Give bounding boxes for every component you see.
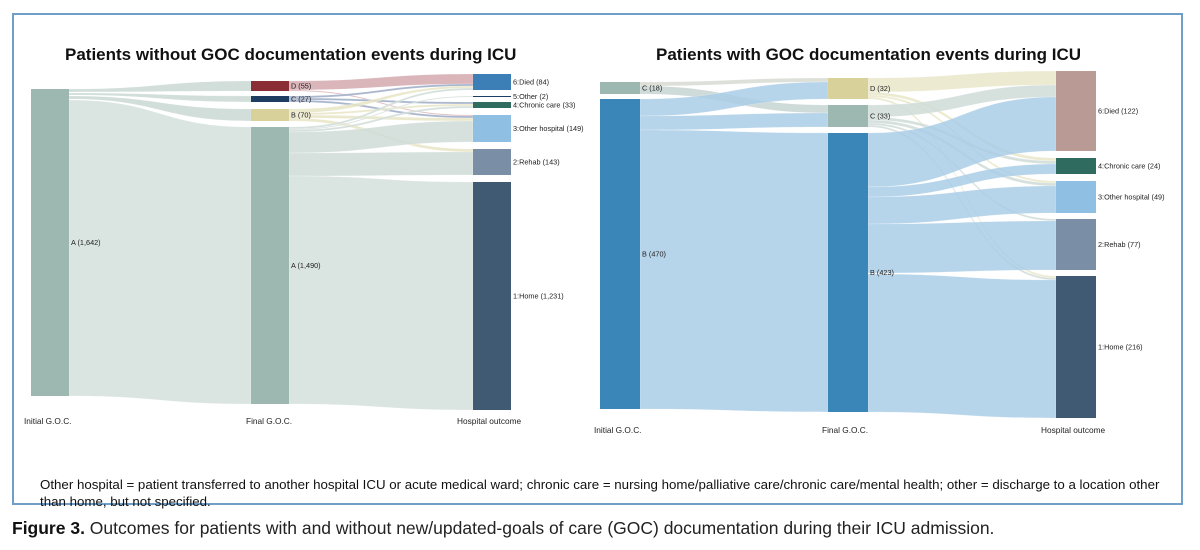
left-node-B1-label: B (70) <box>291 111 311 120</box>
right-stage-label-0: Initial G.O.C. <box>594 425 642 435</box>
right-node-O4-label: 4:Chronic care (24) <box>1098 162 1160 171</box>
right-node-O3 <box>1056 181 1096 213</box>
right-node-O2-label: 2:Rehab (77) <box>1098 240 1141 249</box>
right-links <box>639 70 1057 419</box>
right-stage-label-1: Final G.O.C. <box>822 425 868 435</box>
left-node-C1-label: C (27) <box>291 95 311 104</box>
left-nodes: A (1,642) D (55) C (27) B (70) A (1,490) 6:Di… <box>31 74 584 410</box>
caption-label: Figure 3. <box>12 518 85 538</box>
right-link-B1-O1 <box>867 273 1057 419</box>
right-link-B0-B1 <box>639 129 829 413</box>
right-stage-label-2: Hospital outcome <box>1041 425 1105 435</box>
left-node-D1-label: D (55) <box>291 82 311 91</box>
left-panel-title: Patients without GOC documentation event… <box>65 45 517 64</box>
left-node-O1-label: 1:Home (1,231) <box>513 292 564 301</box>
left-node-O5-label: 5:Other (2) <box>513 92 548 101</box>
right-node-O6-label: 6:Died (122) <box>1098 107 1138 116</box>
left-node-O6 <box>473 74 511 90</box>
left-node-O3-label: 3:Other hospital (149) <box>513 124 584 133</box>
right-panel-title: Patients with GOC documentation events d… <box>656 45 1082 64</box>
right-node-O1-label: 1:Home (216) <box>1098 343 1143 352</box>
left-node-B1 <box>251 109 289 121</box>
right-node-O3-label: 3:Other hospital (49) <box>1098 193 1165 202</box>
left-sankey: A (1,642) D (55) C (27) B (70) A (1,490) 6:Di… <box>24 73 584 426</box>
left-node-A0-label: A (1,642) <box>71 238 101 247</box>
left-link-A1-O2 <box>288 151 474 177</box>
right-sankey: C (18) B (470) D (32) C (33) B (423) 6:Died (… <box>594 70 1165 435</box>
left-node-O3 <box>473 115 511 142</box>
left-node-O5 <box>473 96 511 97</box>
left-node-C1 <box>251 96 289 102</box>
right-node-C0 <box>600 82 640 94</box>
right-node-B1-label: B (423) <box>870 268 894 277</box>
left-link-A1-O1 <box>288 175 474 411</box>
left-link-A0-D1 <box>68 80 252 93</box>
left-node-O1 <box>473 182 511 410</box>
left-link-A0-B1 <box>68 95 252 122</box>
left-stage-label-1: Final G.O.C. <box>246 416 292 426</box>
right-node-O4 <box>1056 158 1096 174</box>
right-node-D1-label: D (32) <box>870 84 890 93</box>
right-node-B1 <box>828 133 868 412</box>
right-node-C1-label: C (33) <box>870 112 890 121</box>
right-node-C1 <box>828 105 868 127</box>
left-node-A1 <box>251 127 289 404</box>
right-link-B1-O2 <box>867 220 1057 274</box>
left-stage-label-0: Initial G.O.C. <box>24 416 72 426</box>
left-node-O2-label: 2:Rehab (143) <box>513 158 560 167</box>
figure-caption: Figure 3. Outcomes for patients with and… <box>12 518 994 539</box>
right-node-B0-label: B (470) <box>642 250 666 259</box>
caption-text: Outcomes for patients with and without n… <box>84 518 995 538</box>
left-stage-label-2: Hospital outcome <box>457 416 521 426</box>
right-node-B0 <box>600 99 640 409</box>
left-node-D1 <box>251 81 289 91</box>
right-node-O6 <box>1056 71 1096 151</box>
right-node-D1 <box>828 78 868 99</box>
left-node-O6-label: 6:Died (84) <box>513 78 549 87</box>
left-node-O4-label: 4:Chronic care (33) <box>513 101 575 110</box>
right-node-O2 <box>1056 219 1096 270</box>
figure-footnote: Other hospital = patient transferred to … <box>40 477 1160 509</box>
left-node-A1-label: A (1,490) <box>291 261 321 270</box>
right-node-C0-label: C (18) <box>642 84 662 93</box>
left-node-O2 <box>473 149 511 175</box>
left-node-O4 <box>473 102 511 108</box>
right-nodes: C (18) B (470) D (32) C (33) B (423) 6:Died (… <box>600 71 1165 418</box>
left-link-A0-A1 <box>68 99 252 405</box>
left-node-A0 <box>31 89 69 396</box>
sankey-diagrams: A (1,642) D (55) C (27) B (70) A (1,490) 6:Di… <box>24 70 1165 435</box>
left-links <box>68 73 474 411</box>
right-node-O1 <box>1056 276 1096 418</box>
